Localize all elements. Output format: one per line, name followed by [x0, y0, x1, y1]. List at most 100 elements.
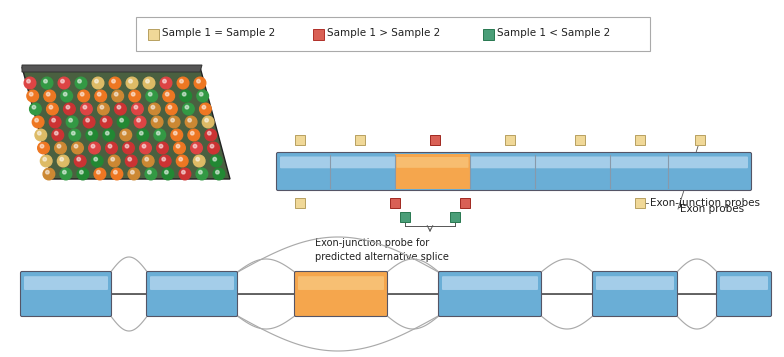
Circle shape [136, 119, 140, 122]
Circle shape [100, 105, 103, 109]
Circle shape [55, 131, 58, 135]
Circle shape [213, 168, 225, 180]
Text: Exon-junction probe for
predicted alternative splice: Exon-junction probe for predicted altern… [315, 238, 449, 262]
Circle shape [126, 77, 138, 89]
Circle shape [154, 119, 158, 122]
Circle shape [122, 131, 126, 135]
Circle shape [128, 157, 132, 161]
Circle shape [162, 168, 174, 180]
Circle shape [30, 92, 33, 96]
Circle shape [128, 168, 140, 180]
Circle shape [74, 155, 86, 167]
Circle shape [163, 90, 175, 102]
Circle shape [111, 79, 115, 83]
Circle shape [137, 129, 149, 141]
Circle shape [117, 105, 121, 109]
Circle shape [148, 92, 152, 96]
Circle shape [157, 142, 169, 154]
Circle shape [171, 129, 183, 141]
FancyBboxPatch shape [298, 276, 384, 290]
Circle shape [67, 116, 78, 128]
Circle shape [71, 142, 83, 154]
Circle shape [191, 142, 202, 154]
Circle shape [157, 131, 160, 135]
Circle shape [89, 131, 92, 135]
Circle shape [165, 170, 169, 174]
Circle shape [63, 170, 66, 174]
Circle shape [40, 144, 44, 148]
Circle shape [197, 90, 209, 102]
Circle shape [183, 103, 194, 115]
Circle shape [74, 144, 78, 148]
Circle shape [81, 92, 84, 96]
Circle shape [108, 155, 120, 167]
FancyBboxPatch shape [295, 135, 305, 145]
FancyBboxPatch shape [313, 29, 324, 40]
Circle shape [188, 129, 200, 141]
Circle shape [145, 157, 148, 161]
Circle shape [80, 170, 83, 174]
Circle shape [57, 144, 61, 148]
Circle shape [77, 168, 89, 180]
Circle shape [81, 103, 93, 115]
Circle shape [78, 90, 89, 102]
Circle shape [114, 92, 118, 96]
Circle shape [106, 131, 109, 135]
Circle shape [162, 157, 165, 161]
Circle shape [176, 155, 188, 167]
FancyBboxPatch shape [438, 272, 542, 317]
Circle shape [43, 168, 55, 180]
Circle shape [46, 103, 58, 115]
Circle shape [93, 77, 103, 89]
Circle shape [160, 77, 172, 89]
FancyBboxPatch shape [483, 29, 494, 40]
Circle shape [60, 157, 64, 161]
FancyBboxPatch shape [442, 276, 538, 290]
Polygon shape [22, 65, 202, 72]
FancyBboxPatch shape [295, 272, 387, 317]
Circle shape [111, 168, 123, 180]
Circle shape [35, 129, 46, 141]
Circle shape [91, 144, 95, 148]
Circle shape [30, 103, 42, 115]
Circle shape [196, 168, 208, 180]
Circle shape [199, 92, 203, 96]
FancyBboxPatch shape [277, 152, 752, 191]
Circle shape [177, 77, 189, 89]
Circle shape [66, 105, 70, 109]
Circle shape [38, 142, 49, 154]
Circle shape [94, 157, 97, 161]
Circle shape [145, 168, 157, 180]
Circle shape [171, 119, 174, 122]
Circle shape [149, 103, 160, 115]
Circle shape [38, 131, 41, 135]
Polygon shape [22, 67, 230, 179]
Circle shape [180, 90, 191, 102]
Circle shape [125, 155, 137, 167]
Circle shape [183, 92, 186, 96]
Circle shape [32, 116, 44, 128]
Circle shape [129, 79, 132, 83]
Circle shape [46, 92, 50, 96]
Circle shape [103, 129, 114, 141]
Circle shape [32, 105, 36, 109]
Circle shape [58, 77, 70, 89]
Circle shape [143, 77, 154, 89]
FancyBboxPatch shape [695, 135, 705, 145]
FancyBboxPatch shape [150, 276, 234, 290]
Circle shape [52, 119, 56, 122]
Circle shape [202, 116, 214, 128]
Circle shape [129, 90, 140, 102]
Circle shape [146, 90, 158, 102]
Circle shape [45, 170, 49, 174]
Circle shape [132, 92, 135, 96]
FancyBboxPatch shape [24, 276, 108, 290]
FancyBboxPatch shape [20, 272, 111, 317]
FancyBboxPatch shape [390, 198, 400, 208]
Circle shape [71, 131, 75, 135]
Circle shape [131, 170, 134, 174]
Circle shape [95, 90, 107, 102]
FancyBboxPatch shape [635, 135, 645, 145]
Circle shape [169, 116, 180, 128]
Circle shape [69, 119, 72, 122]
